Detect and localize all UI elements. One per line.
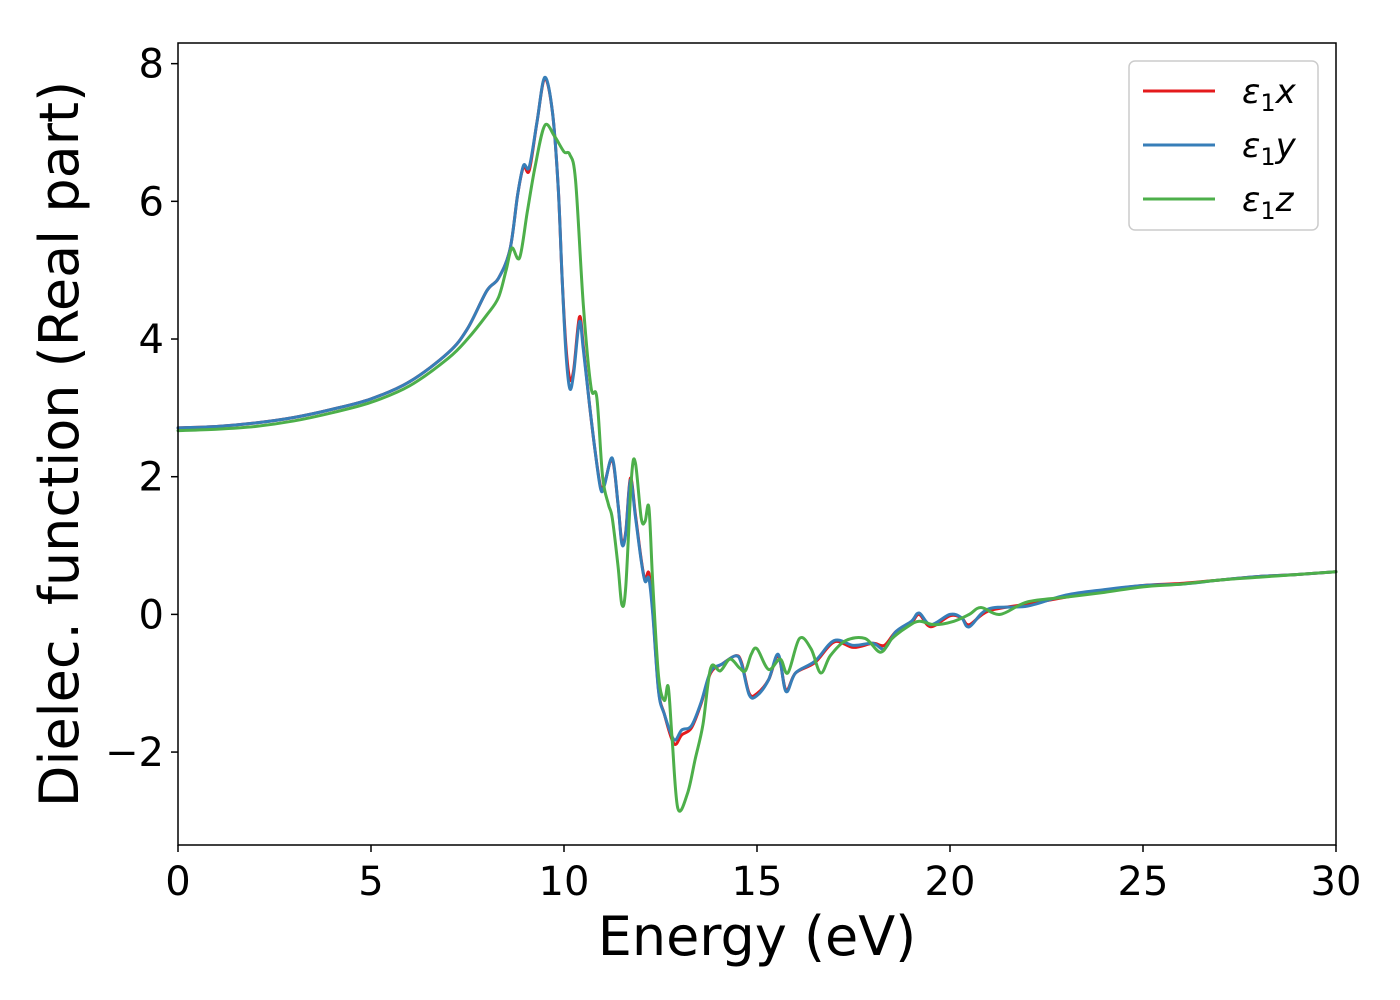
y-tick-label: 0 [139, 592, 164, 638]
x-tick-label: 10 [539, 859, 590, 905]
series-line-z [176, 122, 1338, 813]
x-tick-label: 20 [925, 859, 976, 905]
y-tick-label: −2 [105, 730, 164, 776]
y-tick-label: 8 [139, 42, 164, 88]
y-tick-label: 6 [139, 179, 164, 225]
x-tick-label: 30 [1311, 859, 1362, 905]
x-axis-ticks: 0 5 10 15 20 25 30 [165, 845, 1361, 905]
y-tick-label: 2 [139, 455, 164, 501]
legend-box [1128, 60, 1319, 231]
y-axis-title: Dielec. function (Real part) [28, 81, 91, 807]
legend-label-x: ε1x [1242, 72, 1297, 117]
legend-label-y: ε1y [1242, 126, 1297, 171]
x-tick-label: 15 [732, 859, 783, 905]
x-tick-label: 25 [1118, 859, 1169, 905]
x-axis-title: Energy (eV) [598, 905, 917, 968]
legend-label-z: ε1z [1242, 180, 1295, 225]
x-tick-label: 0 [165, 859, 190, 905]
x-tick-label: 5 [358, 859, 383, 905]
legend: ε1x ε1y ε1z [1128, 60, 1319, 231]
y-axis-ticks: −2 0 2 4 6 8 [105, 42, 178, 776]
series-layer [176, 75, 1338, 813]
y-tick-label: 4 [139, 317, 164, 363]
